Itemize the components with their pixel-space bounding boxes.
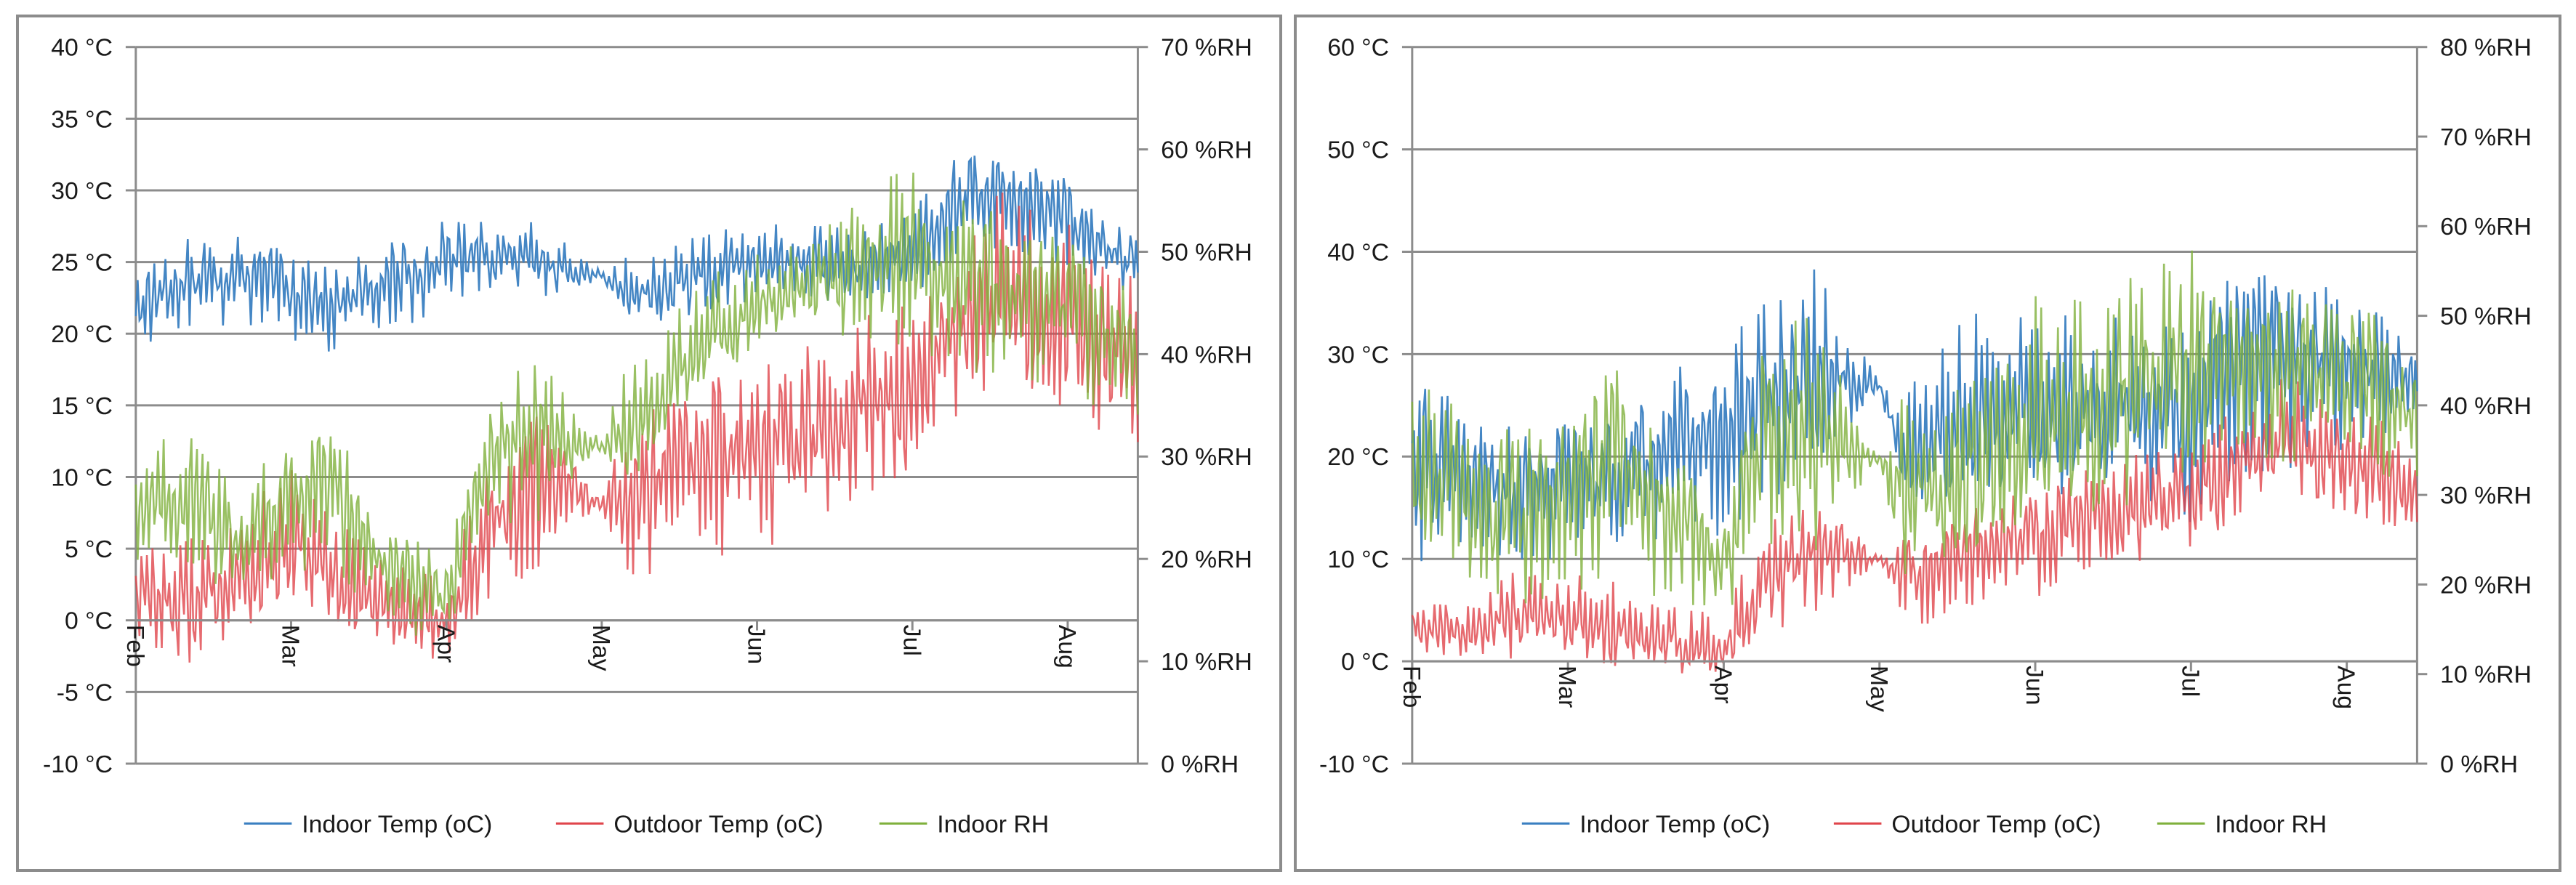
y-right-tick-label: 40 %RH: [1161, 341, 1252, 368]
y-right-tick-label: 20 %RH: [2440, 571, 2532, 599]
y-left-tick-label: -5 °C: [57, 679, 113, 706]
x-tick-label: Aug: [1053, 625, 1081, 668]
y-left-tick-label: 15 °C: [51, 392, 113, 420]
y-right-tick-label: 0 %RH: [2440, 751, 2518, 778]
y-left-tick-label: 5 °C: [65, 536, 113, 563]
y-left-tick-label: -10 °C: [1319, 751, 1389, 778]
x-tick-label: Apr: [432, 625, 459, 663]
chart-panel-right: -10 °C 0 °C 10 °C 20 °C 30 °C 40 °C 50 °C 60 °C…: [1294, 15, 2561, 872]
y-left-tick-label: -10 °C: [43, 751, 113, 778]
y-right-tick-label: 40 %RH: [2440, 392, 2532, 420]
chart-left: -10 °C -5 °C 0 °C 5 °C 10 °C 15 °C 20 °C 25 °C 3…: [43, 34, 1252, 838]
x-tick-label: Apr: [1710, 666, 1737, 704]
y-right-tick-label: 80 %RH: [2440, 34, 2532, 62]
legend-label: Indoor Temp (oC): [302, 810, 492, 838]
y-right-tick-label: 10 %RH: [1161, 648, 1252, 676]
x-tick-label: Jul: [2176, 666, 2204, 697]
y-left-tick-label: 60 °C: [1327, 34, 1389, 62]
y-right-tick-label: 70 %RH: [2440, 124, 2532, 151]
y-right-tick-label: 50 %RH: [2440, 302, 2532, 330]
chart-right: -10 °C 0 °C 10 °C 20 °C 30 °C 40 °C 50 °C 60 °C…: [1319, 34, 2532, 838]
y-left-tick-label: 10 °C: [51, 464, 113, 491]
series-line-indoor-rh: [134, 172, 1139, 636]
legend-label: Outdoor Temp (oC): [613, 810, 823, 838]
y-left-tick-label: 35 °C: [51, 105, 113, 133]
y-right-tick-label: 60 %RH: [2440, 213, 2532, 241]
y-right-tick-label: 70 %RH: [1161, 34, 1252, 62]
y-left-tick-label: 25 °C: [51, 249, 113, 277]
x-tick-label: Jul: [898, 625, 925, 656]
y-left-tick-label: 40 °C: [1327, 238, 1389, 266]
series-line-outdoor-temp-oc: [1411, 379, 2418, 674]
y-left-tick-label: 40 °C: [51, 34, 113, 62]
y-left-tick-label: 20 °C: [1327, 443, 1389, 471]
x-tick-label: Mar: [277, 625, 305, 667]
legend-label: Indoor RH: [937, 810, 1049, 838]
y-left-tick-label: 10 °C: [1327, 546, 1389, 573]
y-left-tick-label: 0 °C: [65, 607, 113, 635]
legend-label: Indoor RH: [2215, 810, 2327, 838]
x-tick-label: Feb: [1398, 666, 1425, 708]
x-tick-label: Jun: [743, 625, 770, 664]
y-right-tick-label: 30 %RH: [2440, 482, 2532, 509]
series-line-indoor-temp-oc: [134, 155, 1139, 352]
y-right-tick-label: 50 %RH: [1161, 238, 1252, 266]
y-right-tick-label: 10 %RH: [2440, 661, 2532, 689]
y-left-tick-label: 30 °C: [51, 177, 113, 205]
x-tick-label: Mar: [1553, 666, 1581, 708]
y-left-tick-label: 20 °C: [51, 320, 113, 348]
y-right-tick-label: 60 %RH: [1161, 137, 1252, 164]
legend-label: Outdoor Temp (oC): [1891, 810, 2101, 838]
x-tick-label: Jun: [2021, 666, 2048, 705]
y-left-tick-label: 0 °C: [1341, 648, 1389, 676]
y-right-tick-label: 20 %RH: [1161, 546, 1252, 573]
legend-label: Indoor Temp (oC): [1579, 810, 1770, 838]
y-left-tick-label: 30 °C: [1327, 341, 1389, 368]
y-left-tick-label: 50 °C: [1327, 137, 1389, 164]
x-tick-label: Aug: [2333, 666, 2360, 709]
series-line-indoor-rh: [1411, 250, 2418, 606]
y-right-tick-label: 0 %RH: [1161, 751, 1239, 778]
x-tick-label: May: [587, 625, 615, 671]
x-tick-label: Feb: [121, 625, 149, 667]
x-tick-label: May: [1865, 666, 1893, 712]
y-right-tick-label: 30 %RH: [1161, 443, 1252, 471]
chart-panel-left: -10 °C -5 °C 0 °C 5 °C 10 °C 15 °C 20 °C 25 °C 3…: [16, 15, 1282, 872]
